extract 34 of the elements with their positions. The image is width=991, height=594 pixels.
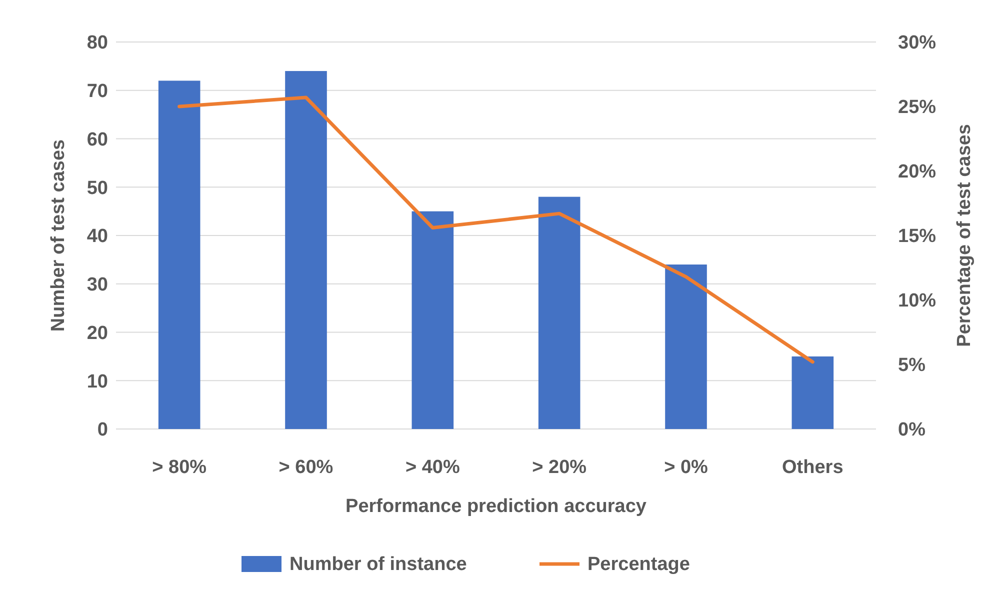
- y2-tick-label: 20%: [898, 162, 936, 183]
- y2-tick-label: 25%: [898, 97, 936, 118]
- y2-tick-label: 10%: [898, 290, 936, 312]
- y-tick-label: 50: [86, 178, 108, 199]
- legend-label: Percentage: [588, 554, 690, 575]
- x-tick-label: > 20%: [532, 457, 587, 478]
- y-tick-label: 60: [86, 129, 108, 150]
- x-tick-label: > 0%: [664, 457, 708, 478]
- y2-tick-label: 15%: [898, 226, 936, 248]
- y2-axis-title: Percentage of test cases: [954, 124, 975, 347]
- y-tick-label: 10: [86, 371, 108, 392]
- x-tick-label: > 60%: [278, 457, 334, 478]
- y-axis-title: Number of test cases: [48, 139, 69, 332]
- y2-tick-label: 5%: [898, 355, 926, 376]
- y-tick-label: 20: [86, 322, 108, 344]
- y-tick-label: 40: [86, 226, 108, 248]
- y-tick-label: 80: [86, 32, 108, 54]
- bar: [665, 264, 707, 429]
- y-tick-label: 70: [86, 81, 108, 102]
- bar: [792, 356, 834, 429]
- bar: [158, 80, 200, 429]
- y2-tick-label: 0%: [898, 420, 926, 441]
- y2-tick-label: 30%: [898, 32, 936, 54]
- x-tick-label: Others: [782, 457, 844, 478]
- bar: [285, 71, 327, 429]
- y-tick-label: 30: [86, 274, 108, 296]
- bar: [538, 196, 580, 429]
- line-series: [178, 96, 814, 364]
- bar: [412, 211, 454, 429]
- legend-label: Number of instance: [290, 554, 467, 575]
- x-axis-title: Performance prediction accuracy: [346, 496, 647, 517]
- x-tick-label: > 40%: [405, 457, 460, 478]
- x-tick-label: > 80%: [152, 457, 207, 478]
- y-tick-label: 0: [97, 420, 108, 441]
